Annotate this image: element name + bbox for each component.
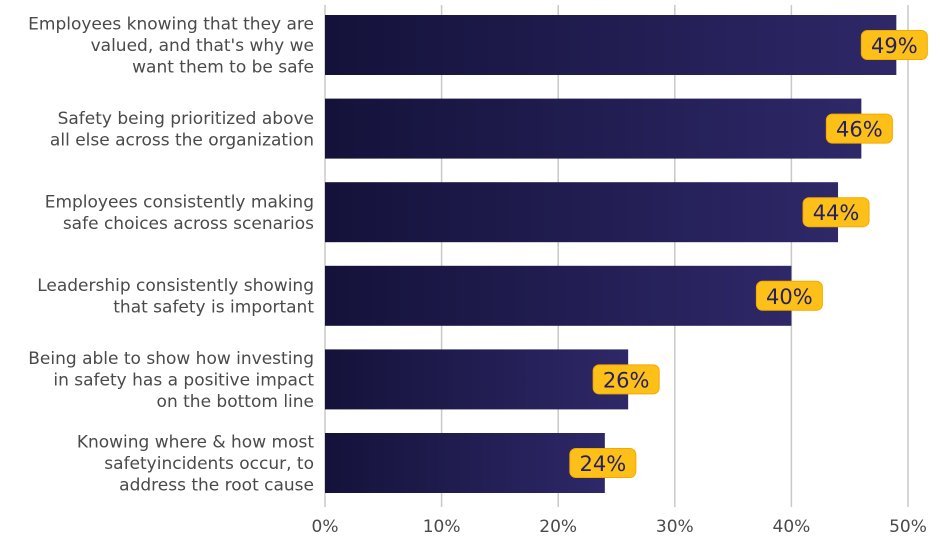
- category-label: Employees consistently making safe choice…: [45, 192, 314, 234]
- data-label: 46%: [836, 118, 883, 142]
- bar: [325, 265, 792, 326]
- bars: [325, 15, 897, 493]
- category-label: Knowing where & how most safetyincidents …: [77, 433, 314, 496]
- data-label-background: [825, 113, 893, 144]
- bar: [325, 15, 897, 75]
- x-tick-label: 20%: [539, 517, 577, 536]
- data-labels: 49% 46% 44% 40% 26% 24%: [569, 30, 928, 478]
- data-label: 44%: [813, 201, 860, 225]
- data-label: 24%: [579, 452, 626, 476]
- x-tick-label: 50%: [889, 517, 927, 536]
- bar: [325, 349, 629, 410]
- category-labels: Employees knowing that they are valued, a…: [28, 15, 314, 496]
- data-label-background: [569, 448, 637, 478]
- data-label: 26%: [603, 368, 650, 392]
- x-tick-label: 30%: [656, 517, 694, 536]
- x-tick-label: 10%: [423, 517, 461, 536]
- data-label-background: [802, 197, 870, 228]
- data-label-background: [860, 30, 928, 60]
- category-label: Leadership consistently showing that safe…: [37, 276, 314, 318]
- data-label-background: [592, 364, 660, 395]
- bar: [325, 98, 862, 159]
- data-label: 49%: [871, 34, 918, 58]
- bar: [325, 433, 605, 493]
- x-tick-label: 40%: [773, 517, 811, 536]
- category-label: Being able to show how investing in safet…: [28, 349, 314, 412]
- x-tick-label: 0%: [312, 517, 339, 536]
- data-label-background: [755, 280, 823, 311]
- category-label: Employees knowing that they are valued, a…: [28, 15, 314, 78]
- category-label: Safety being prioritized above all else a…: [50, 109, 314, 151]
- bar: [325, 182, 839, 243]
- data-label: 40%: [766, 285, 813, 309]
- x-axis-ticks: 0% 10% 20% 30% 40% 50%: [312, 517, 927, 536]
- grid-lines: [324, 5, 909, 507]
